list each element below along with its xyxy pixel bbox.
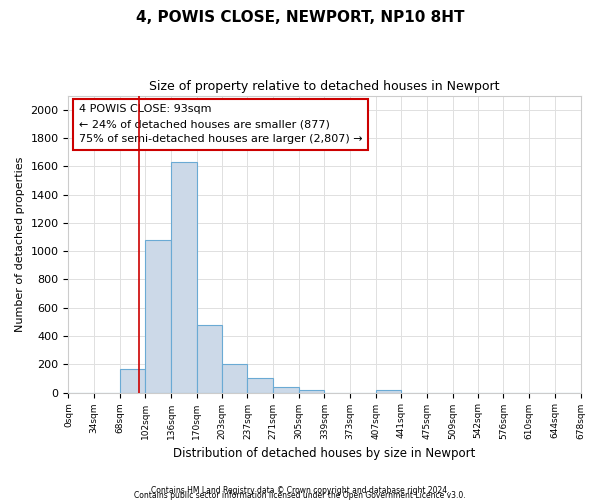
Text: Contains HM Land Registry data © Crown copyright and database right 2024.: Contains HM Land Registry data © Crown c… — [151, 486, 449, 495]
Bar — [299, 390, 325, 392]
Bar — [376, 390, 401, 392]
Bar — [120, 368, 145, 392]
Text: 4, POWIS CLOSE, NEWPORT, NP10 8HT: 4, POWIS CLOSE, NEWPORT, NP10 8HT — [136, 10, 464, 25]
Text: Contains public sector information licensed under the Open Government Licence v3: Contains public sector information licen… — [134, 491, 466, 500]
Bar — [145, 240, 171, 392]
Bar — [273, 387, 299, 392]
Bar — [247, 378, 273, 392]
Bar — [171, 162, 197, 392]
X-axis label: Distribution of detached houses by size in Newport: Distribution of detached houses by size … — [173, 447, 476, 460]
Bar — [197, 324, 222, 392]
Y-axis label: Number of detached properties: Number of detached properties — [15, 156, 25, 332]
Bar — [222, 364, 247, 392]
Title: Size of property relative to detached houses in Newport: Size of property relative to detached ho… — [149, 80, 500, 93]
Text: 4 POWIS CLOSE: 93sqm
← 24% of detached houses are smaller (877)
75% of semi-deta: 4 POWIS CLOSE: 93sqm ← 24% of detached h… — [79, 104, 362, 144]
